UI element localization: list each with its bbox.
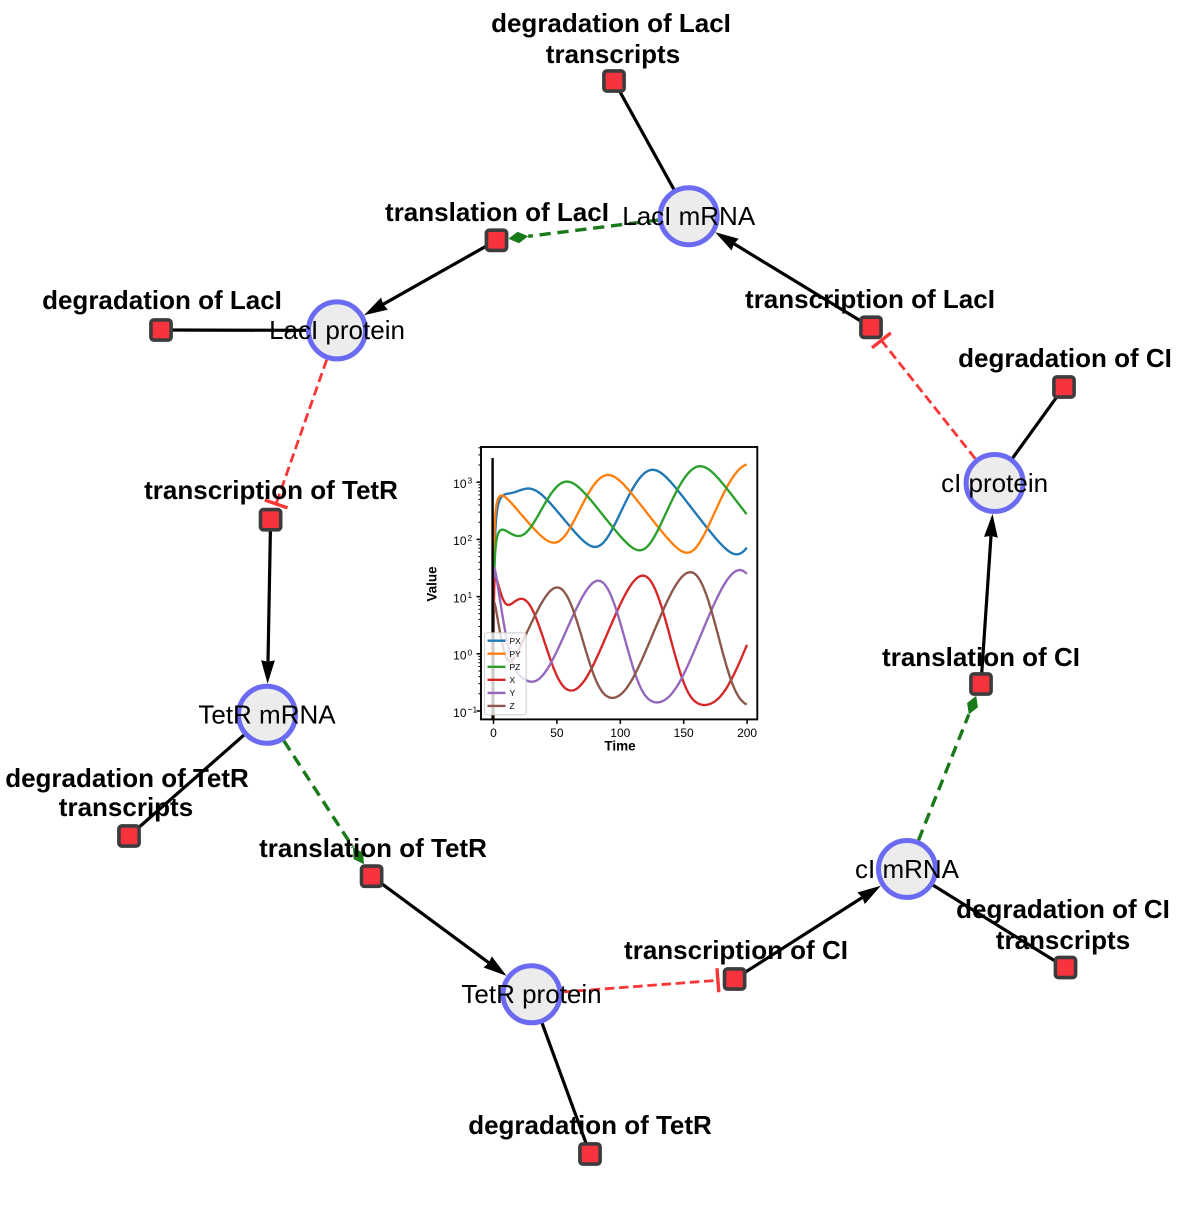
svg-text:Value: Value bbox=[425, 566, 440, 602]
svg-text:0: 0 bbox=[468, 647, 473, 657]
svg-text:translation of TetR: translation of TetR bbox=[259, 833, 487, 863]
svg-text:transcription of CI: transcription of CI bbox=[624, 935, 848, 965]
svg-text:50: 50 bbox=[550, 726, 564, 740]
svg-text:degradation of LacI: degradation of LacI bbox=[42, 285, 282, 315]
svg-text:Y: Y bbox=[510, 688, 516, 698]
svg-text:3: 3 bbox=[468, 476, 473, 486]
svg-text:10: 10 bbox=[453, 534, 467, 548]
svg-text:degradation of LacI: degradation of LacI bbox=[491, 8, 731, 38]
svg-text:transcripts: transcripts bbox=[59, 792, 193, 822]
svg-text:transcripts: transcripts bbox=[546, 39, 680, 69]
svg-text:degradation of TetR: degradation of TetR bbox=[468, 1110, 712, 1140]
svg-text:degradation of CI: degradation of CI bbox=[956, 894, 1170, 924]
svg-text:cI mRNA: cI mRNA bbox=[855, 854, 960, 884]
svg-text:PY: PY bbox=[510, 649, 522, 659]
svg-text:X: X bbox=[510, 675, 516, 685]
svg-text:10: 10 bbox=[453, 706, 467, 720]
svg-text:transcription of LacI: transcription of LacI bbox=[745, 284, 995, 314]
svg-text:translation of LacI: translation of LacI bbox=[385, 197, 609, 227]
svg-text:cI protein: cI protein bbox=[941, 468, 1048, 498]
svg-text:10: 10 bbox=[453, 477, 467, 491]
svg-text:10: 10 bbox=[453, 591, 467, 605]
svg-text:transcription of TetR: transcription of TetR bbox=[144, 475, 398, 505]
svg-text:150: 150 bbox=[674, 726, 694, 740]
svg-text:LacI protein: LacI protein bbox=[269, 315, 405, 345]
svg-text:10: 10 bbox=[453, 649, 467, 663]
svg-text:degradation of TetR: degradation of TetR bbox=[5, 763, 249, 793]
svg-text:PX: PX bbox=[510, 636, 522, 646]
svg-text:1: 1 bbox=[468, 590, 473, 600]
svg-text:PZ: PZ bbox=[510, 662, 521, 672]
svg-text:TetR protein: TetR protein bbox=[461, 979, 601, 1009]
svg-text:Z: Z bbox=[510, 701, 515, 711]
svg-text:2: 2 bbox=[468, 533, 473, 543]
svg-text:transcripts: transcripts bbox=[996, 925, 1130, 955]
svg-text:LacI mRNA: LacI mRNA bbox=[622, 201, 756, 231]
svg-text:translation of CI: translation of CI bbox=[882, 642, 1080, 672]
svg-text:0: 0 bbox=[490, 726, 497, 740]
svg-text:Time: Time bbox=[604, 739, 636, 754]
svg-text:200: 200 bbox=[737, 726, 757, 740]
svg-text:degradation of CI: degradation of CI bbox=[958, 343, 1172, 373]
svg-text:TetR mRNA: TetR mRNA bbox=[198, 700, 336, 730]
svg-text:−1: −1 bbox=[468, 705, 478, 715]
